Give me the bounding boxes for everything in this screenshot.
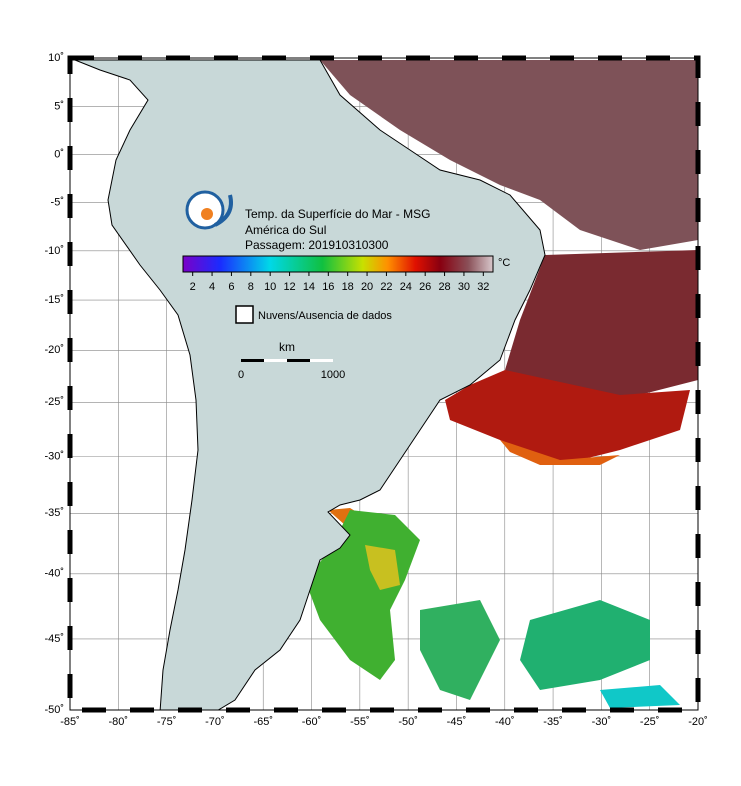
lon-tick-label: -25˚ [640,716,660,728]
lon-tick-label: -65˚ [253,716,273,728]
colorbar-tick-label: 22 [380,281,392,293]
colorbar-tick-label: 12 [283,281,295,293]
inpe-logo [185,190,233,230]
lon-tick-label: -75˚ [157,716,177,728]
lat-tick-label: -10˚ [44,245,64,257]
sst-orange [500,440,620,465]
lon-tick-label: -30˚ [592,716,612,728]
lat-tick-label: -25˚ [44,396,64,408]
colorbar-tick-label: 24 [400,281,412,293]
colorbar-unit: °C [498,257,510,269]
colorbar-tick-label: 4 [209,281,215,293]
lon-tick-label: -20˚ [688,716,708,728]
sst-south-green-2 [420,600,500,700]
lon-tick-label: -50˚ [398,716,418,728]
lon-tick-label: -80˚ [109,716,129,728]
colorbar-tick-label: 30 [458,281,470,293]
scale-bar [241,359,333,362]
lat-tick-label: 10˚ [48,52,64,64]
title-line: Temp. da Superfície do Mar - MSG [245,207,430,221]
lat-tick-label: -40˚ [44,568,64,580]
map-border-ticks [67,55,701,713]
lon-tick-label: -85˚ [60,716,80,728]
lon-tick-label: -70˚ [205,716,225,728]
scale-unit: km [279,340,295,354]
colorbar-tick-label: 20 [361,281,373,293]
legend-label: Nuvens/Ausencia de dados [258,310,392,322]
sst-warm-south [445,370,690,465]
colorbar-tick-label: 10 [264,281,276,293]
colorbar-tick-label: 14 [303,281,315,293]
colorbar-tick-label: 16 [322,281,334,293]
colorbar-tick-label: 32 [477,281,489,293]
lat-tick-label: -30˚ [44,450,64,462]
lon-tick-label: -60˚ [302,716,322,728]
lat-tick-label: -45˚ [44,633,64,645]
colorbar [182,255,494,273]
sst-cyan [600,685,680,708]
lat-tick-label: 0˚ [54,148,64,160]
title-line: Passagem: 201910310300 [245,238,389,252]
scale-label: 0 [238,369,244,381]
lon-tick-label: -40˚ [495,716,515,728]
lon-tick-label: -35˚ [543,716,563,728]
colorbar-tick-label: 2 [190,281,196,293]
sst-yellow [365,545,400,590]
lat-tick-label: -50˚ [44,704,64,716]
scale-label: 1000 [321,369,345,381]
lat-tick-label: -5˚ [51,196,64,208]
sst-warm-north [320,60,698,250]
map-body [70,58,698,710]
colorbar-tick-label: 26 [419,281,431,293]
lon-tick-label: -45˚ [447,716,467,728]
lat-tick-label: 5˚ [54,100,64,112]
legend-swatch [235,305,254,324]
title-line: América do Sul [245,223,326,237]
colorbar-tick-label: 8 [248,281,254,293]
colorbar-tick-label: 18 [342,281,354,293]
colorbar-tick-label: 6 [228,281,234,293]
sst-south-green [520,600,650,690]
colorbar-tick-label: 28 [438,281,450,293]
sst-warm-east [505,250,698,400]
lat-tick-label: -15˚ [44,294,64,306]
lat-tick-label: -35˚ [44,507,64,519]
lon-tick-label: -55˚ [350,716,370,728]
lat-tick-label: -20˚ [44,344,64,356]
